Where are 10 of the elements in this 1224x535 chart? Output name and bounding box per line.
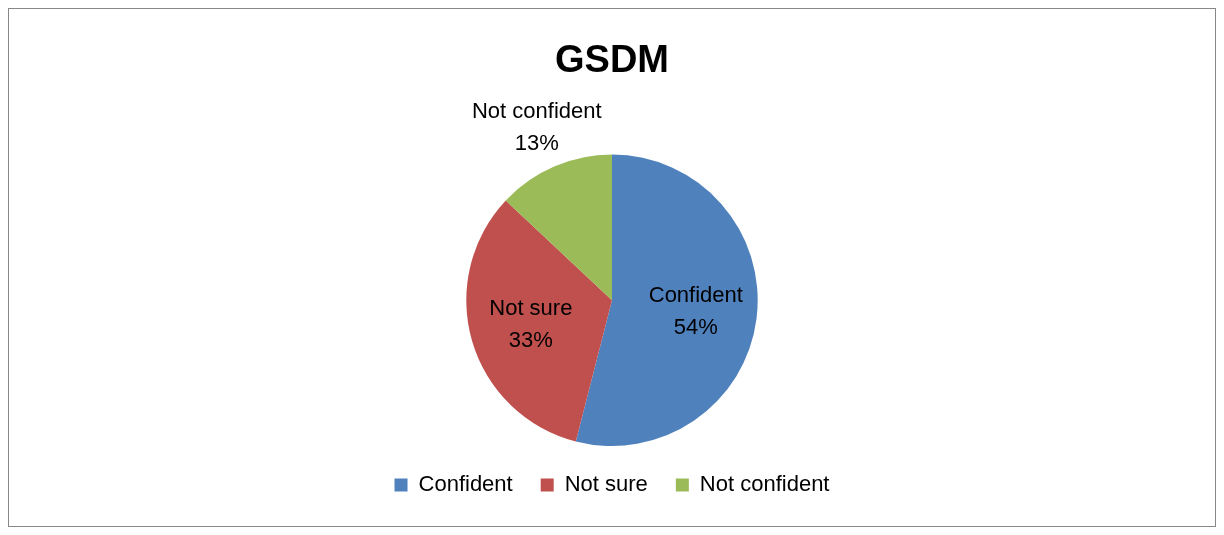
data-label: 33% [508, 326, 553, 352]
slice-label: Not confident [471, 97, 602, 123]
legend-label: Not sure [564, 471, 648, 497]
legend-label: Confident [418, 471, 513, 497]
legend-label: Not confident [699, 471, 830, 497]
slice-label: Confident [648, 281, 743, 307]
slice-label: Not sure [489, 294, 573, 320]
data-label: 13% [514, 129, 559, 155]
chart-title: GSDM [555, 38, 669, 81]
data-label: 54% [673, 313, 718, 339]
